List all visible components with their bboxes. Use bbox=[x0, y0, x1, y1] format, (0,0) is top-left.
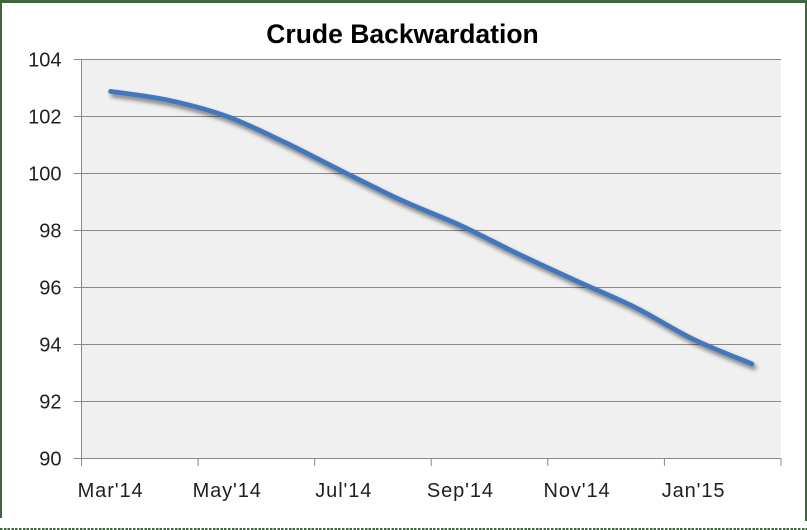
svg-text:94: 94 bbox=[39, 335, 61, 357]
svg-text:92: 92 bbox=[39, 392, 61, 414]
svg-text:Mar'14: Mar'14 bbox=[78, 480, 144, 502]
svg-text:Crude Backwardation: Crude Backwardation bbox=[266, 19, 538, 49]
svg-text:98: 98 bbox=[39, 221, 61, 243]
svg-text:100: 100 bbox=[28, 164, 61, 186]
svg-text:90: 90 bbox=[39, 449, 61, 471]
svg-text:May'14: May'14 bbox=[193, 480, 262, 502]
svg-text:Sep'14: Sep'14 bbox=[427, 480, 494, 502]
svg-text:Jul'14: Jul'14 bbox=[315, 480, 372, 502]
svg-text:102: 102 bbox=[28, 107, 61, 129]
svg-text:96: 96 bbox=[39, 278, 61, 300]
svg-text:104: 104 bbox=[28, 50, 61, 72]
svg-text:Jan'15: Jan'15 bbox=[662, 480, 726, 502]
svg-text:Nov'14: Nov'14 bbox=[543, 480, 610, 502]
